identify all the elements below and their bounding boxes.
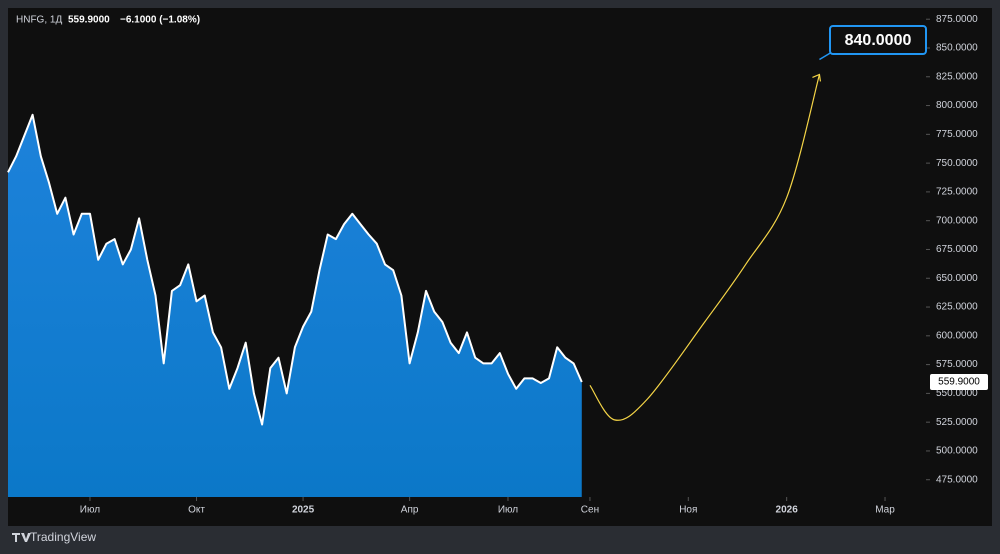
x-tick-label: Мар [875,505,895,516]
y-tick-label: 550.0000 [936,388,978,399]
y-tick-label: 575.0000 [936,359,978,370]
y-tick-label: 675.0000 [936,244,978,255]
y-tick-label: 775.0000 [936,129,978,140]
y-tick-label: 650.0000 [936,273,978,284]
x-tick-label: Ноя [679,505,697,516]
y-tick-label: 850.0000 [936,43,978,54]
y-tick-label: 750.0000 [936,158,978,169]
symbol: HNFG, 1Д [16,15,62,26]
annotation-label: 840.0000 [845,32,912,49]
last-price: 559.9000 [68,15,110,26]
y-tick-label: 625.0000 [936,302,978,313]
y-tick-label: 700.0000 [936,215,978,226]
x-tick-label: Сен [581,505,599,516]
y-tick-label: 725.0000 [936,187,978,198]
y-tick-label: 875.0000 [936,14,978,25]
last-price-box [930,373,988,390]
change: −6.1000 (−1.08%) [120,15,200,26]
price-line [7,113,583,426]
x-tick-label: Окт [188,505,205,516]
y-tick-label: 800.0000 [936,100,978,111]
annotation-box [829,25,927,55]
projection-line [589,74,821,421]
x-tick-label: Апр [401,505,419,516]
x-tick-label: Июл [498,505,518,516]
y-tick-label: 500.0000 [936,446,978,457]
x-tick-label: 2026 [776,505,799,516]
brand-logo [12,533,31,542]
y-tick-label: 600.0000 [936,330,978,341]
x-tick-label: 2025 [292,505,315,516]
last-price-label: 559.9000 [938,377,980,388]
area [8,114,582,498]
y-tick-label: 825.0000 [936,71,978,82]
projection-arrow [812,73,822,82]
y-tick-label: 475.0000 [936,474,978,485]
x-tick-label: Июл [80,505,100,516]
y-tick-label: 525.0000 [936,417,978,428]
brand: TradingView [30,530,96,544]
